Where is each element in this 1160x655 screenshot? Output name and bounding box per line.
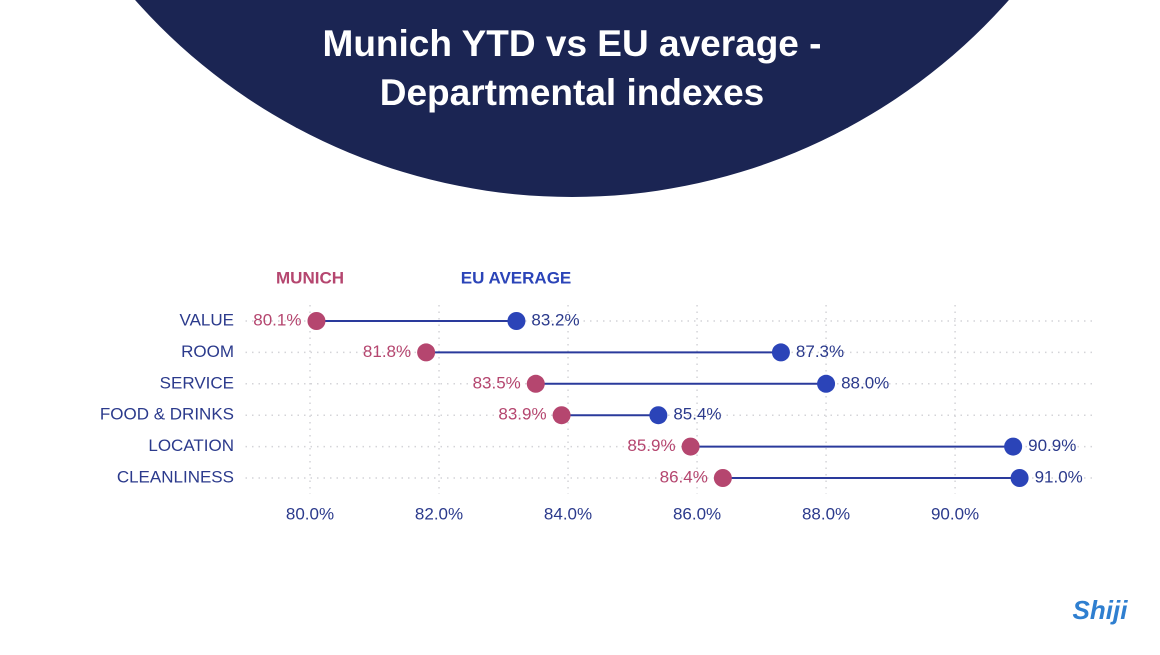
dot: [771, 343, 790, 362]
title-banner: [135, 0, 1009, 197]
category-label: FOOD & DRINKS: [100, 405, 234, 424]
value-label: 81.8%: [363, 342, 411, 361]
dot: [817, 374, 836, 393]
x-tick-label: 84.0%: [544, 504, 592, 523]
dot: [552, 406, 571, 425]
value-label: 83.2%: [531, 310, 579, 329]
dot: [649, 406, 668, 425]
value-label: 88.0%: [841, 373, 889, 392]
logo: Shiji: [1073, 595, 1129, 625]
dot: [417, 343, 436, 362]
dot: [526, 374, 545, 393]
x-tick-label: 80.0%: [286, 504, 334, 523]
category-label: SERVICE: [160, 373, 234, 392]
x-tick-label: 86.0%: [673, 504, 721, 523]
value-label: 87.3%: [796, 342, 844, 361]
category-label: VALUE: [180, 310, 235, 329]
value-label: 83.5%: [473, 373, 521, 392]
dot: [681, 437, 700, 456]
legend-label: EU AVERAGE: [461, 268, 572, 287]
value-label: 85.4%: [673, 405, 721, 424]
dot: [307, 312, 326, 330]
dot: [1010, 469, 1029, 487]
value-label: 85.9%: [627, 436, 675, 455]
chart-subtitle: Departmental indexes: [380, 72, 765, 113]
dot: [713, 469, 732, 487]
chart-title: Munich YTD vs EU average -: [323, 23, 822, 64]
value-label: 91.0%: [1035, 467, 1083, 486]
value-label: 80.1%: [253, 310, 301, 329]
x-tick-label: 88.0%: [802, 504, 850, 523]
value-label: 83.9%: [498, 405, 546, 424]
dot: [507, 312, 526, 330]
x-tick-label: 90.0%: [931, 504, 979, 523]
category-label: ROOM: [181, 342, 234, 361]
category-label: LOCATION: [148, 436, 234, 455]
dot: [1004, 437, 1023, 456]
value-label: 90.9%: [1028, 436, 1076, 455]
value-label: 86.4%: [660, 467, 708, 486]
category-label: CLEANLINESS: [117, 467, 234, 486]
x-tick-label: 82.0%: [415, 504, 463, 523]
legend-label: MUNICH: [276, 268, 344, 287]
